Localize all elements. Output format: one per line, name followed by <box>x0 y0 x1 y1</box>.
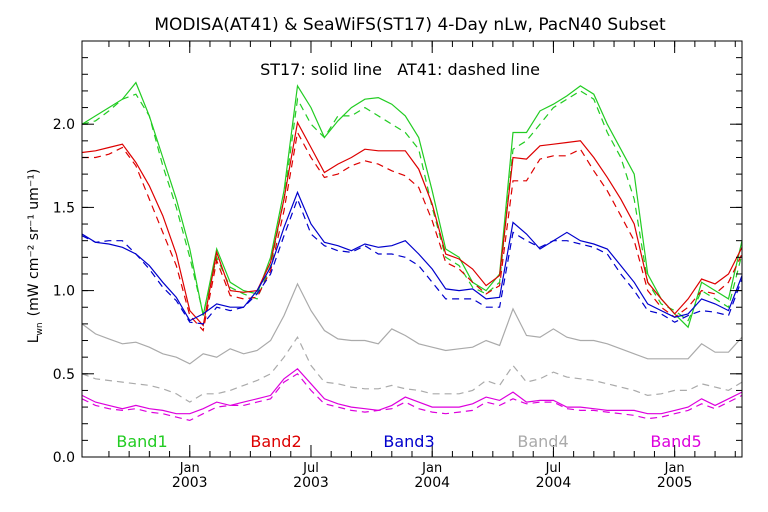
series-line-band4-at41 <box>81 335 743 403</box>
chart-annotation: ST17: solid line AT41: dashed line <box>260 60 540 79</box>
series-line-band5-at41 <box>81 373 743 422</box>
x-tick-label-month: Jul <box>545 461 562 476</box>
legend-label-band2: Band2 <box>250 432 301 451</box>
legend-label-band1: Band1 <box>116 432 167 451</box>
x-tick-label-month: Jan <box>421 461 442 476</box>
series-line-band3-at41 <box>81 197 743 325</box>
y-tick-label: 0.5 <box>53 367 75 383</box>
x-tick-label-month: Jul <box>302 461 319 476</box>
y-tick-label: 1.5 <box>53 200 75 216</box>
x-tick-label-month: Jan <box>179 461 200 476</box>
series-line-band1 <box>81 81 743 329</box>
y-axis-label-sub: wn <box>35 322 45 335</box>
series-line-band4 <box>81 282 743 365</box>
legend-label-band5: Band5 <box>650 432 701 451</box>
y-axis-label: Lwn (mW cm⁻² sr⁻¹ um⁻¹) <box>26 169 45 344</box>
axes: 0.00.51.01.52.0Jan2003Jul2003Jan2004Jul2… <box>53 40 743 491</box>
y-axis-label-units: (mW cm⁻² sr⁻¹ um⁻¹) <box>26 169 42 317</box>
plot-frame <box>81 40 743 458</box>
series-line-band2-at41 <box>82 130 743 332</box>
x-tick-label-year: 2003 <box>293 475 329 491</box>
series-line-band3 <box>81 190 743 322</box>
y-tick-label: 2.0 <box>53 117 75 133</box>
x-tick-label-year: 2004 <box>536 475 572 491</box>
y-axis-label-main: L <box>26 335 42 343</box>
legend-label-band3: Band3 <box>383 432 434 451</box>
plot-series <box>81 81 743 422</box>
x-tick-label-year: 2003 <box>172 475 208 491</box>
series-line-band2 <box>81 120 743 327</box>
series-line-band1-at41 <box>81 90 743 322</box>
svg-text:Lwn(mW cm⁻² sr⁻¹ um⁻¹): Lwn (mW cm⁻² sr⁻¹ um⁻¹) <box>26 169 45 344</box>
x-tick-label-month: Jan <box>664 461 685 476</box>
x-tick-label-year: 2004 <box>414 475 450 491</box>
legend-label-band4: Band4 <box>517 432 568 451</box>
chart-title: MODISA(AT41) & SeaWiFS(ST17) 4-Day nLw, … <box>154 15 666 35</box>
legend: Band1 Band2 Band3 Band4 Band5 <box>116 432 701 451</box>
y-tick-label: 0.0 <box>53 450 75 466</box>
series-line-band5 <box>81 367 743 415</box>
y-tick-label: 1.0 <box>53 284 75 300</box>
x-tick-label-year: 2005 <box>657 475 693 491</box>
